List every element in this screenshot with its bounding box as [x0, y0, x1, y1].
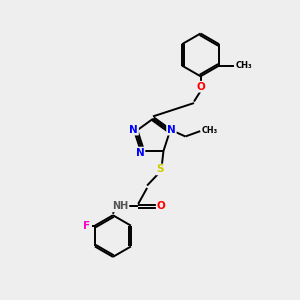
Text: F: F — [83, 221, 90, 231]
Text: CH₃: CH₃ — [202, 126, 218, 135]
Text: CH₃: CH₃ — [236, 61, 252, 70]
Text: O: O — [196, 82, 205, 92]
Text: N: N — [167, 124, 176, 135]
Text: N: N — [136, 148, 145, 158]
Text: O: O — [157, 201, 166, 211]
Text: NH: NH — [112, 201, 128, 211]
Text: S: S — [157, 164, 164, 175]
Text: N: N — [129, 124, 138, 135]
